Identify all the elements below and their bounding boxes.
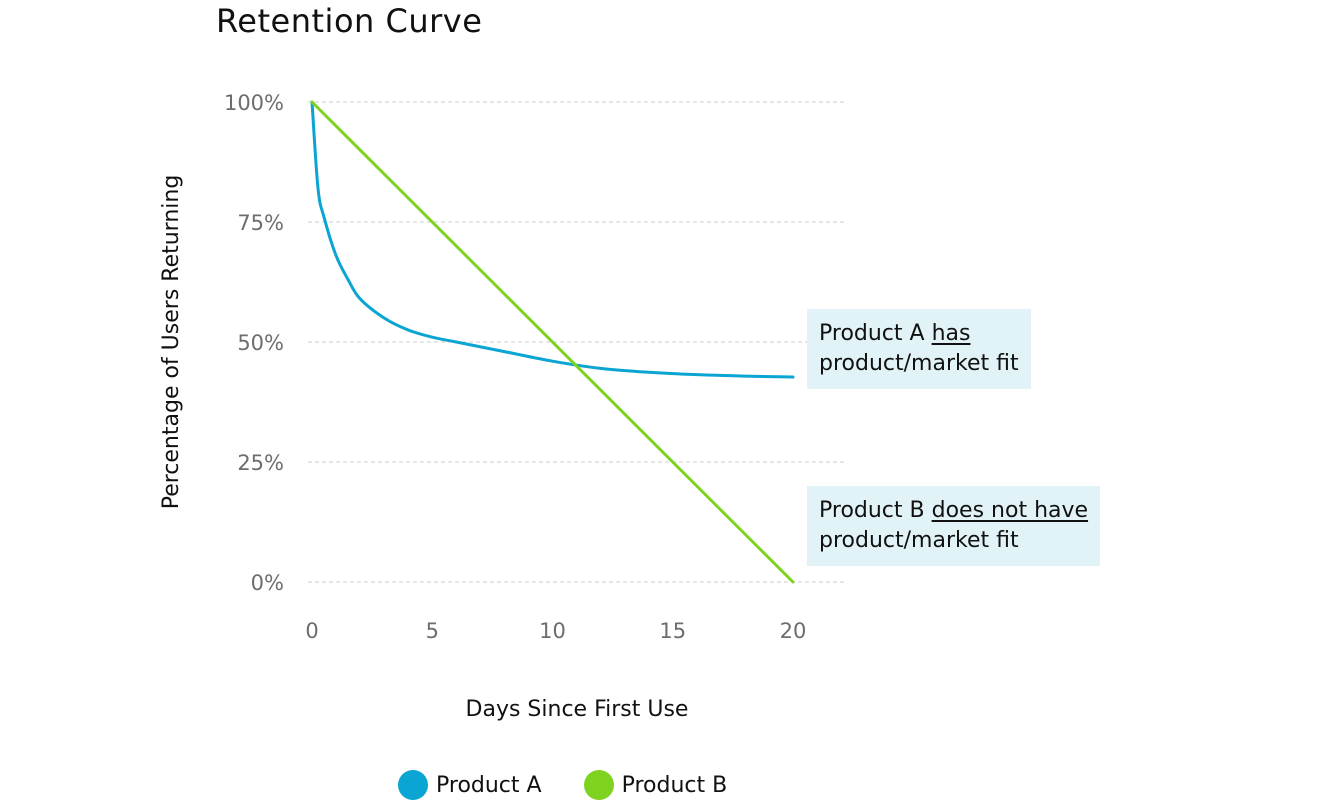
y-tick-label: 75%: [237, 211, 284, 235]
y-tick-label: 100%: [224, 91, 284, 115]
legend-item-product-a[interactable]: Product A: [398, 770, 542, 800]
chart-title: Retention Curve: [216, 2, 483, 40]
legend: Product A Product B: [398, 770, 727, 800]
annotation-b-prefix: Product B: [819, 498, 932, 523]
x-tick-label: 20: [780, 619, 807, 643]
annotation-product-b: Product B does not have product/market f…: [807, 486, 1101, 566]
y-tick-label: 50%: [237, 331, 284, 355]
legend-item-product-b[interactable]: Product B: [583, 770, 728, 800]
x-tick-label: 5: [426, 619, 439, 643]
y-axis-ticks: 0% 25% 50% 75% 100%: [224, 91, 284, 595]
annotation-b-line2: product/market fit: [819, 528, 1019, 553]
legend-swatch-product-a: [398, 770, 428, 800]
y-tick-label: 0%: [251, 571, 284, 595]
annotation-product-a: Product A has product/market fit: [807, 309, 1031, 389]
annotation-a-line2: product/market fit: [819, 351, 1019, 376]
legend-swatch-product-b: [583, 770, 614, 800]
x-tick-label: 10: [539, 619, 566, 643]
x-tick-label: 15: [659, 619, 686, 643]
legend-label-product-b: Product B: [621, 772, 728, 798]
series-line-product-b: [310, 100, 795, 584]
x-tick-label: 0: [305, 619, 318, 643]
annotation-b-emphasis: does not have: [931, 498, 1089, 523]
y-tick-label: 25%: [237, 451, 284, 475]
grid-lines: [308, 101, 845, 583]
legend-label-product-a: Product A: [436, 772, 542, 798]
x-axis-ticks: 0 5 10 15 20: [305, 619, 806, 643]
series-lines: [310, 100, 795, 584]
annotation-a-prefix: Product A: [819, 321, 932, 346]
annotation-a-emphasis: has: [931, 321, 971, 346]
series-line-product-a: [310, 100, 795, 379]
y-axis-label: Percentage of Users Returning: [159, 175, 184, 510]
x-axis-label: Days Since First Use: [466, 697, 689, 722]
